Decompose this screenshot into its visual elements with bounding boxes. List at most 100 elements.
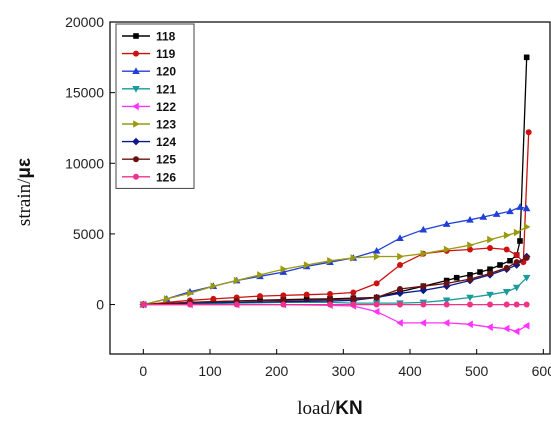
data-point-119 [525,129,532,136]
data-point-126 [280,301,287,308]
data-point-120 [396,234,404,241]
data-point-123 [420,249,428,258]
x-axis-title: load/KN [297,398,362,419]
series-line-123 [143,226,528,306]
data-point-118 [467,272,473,278]
data-point-123 [373,252,381,261]
data-point-125 [280,297,287,304]
legend-marker [132,102,139,111]
data-point-119 [513,252,520,259]
data-point-125 [523,254,530,261]
y-tick-label: 5000 [73,226,104,242]
data-point-121 [442,297,451,305]
legend-label: 118 [156,30,176,44]
data-point-126 [487,301,493,308]
data-point-120 [372,247,381,254]
series-120 [139,203,531,308]
data-point-126 [513,301,520,308]
data-point-126 [420,301,427,308]
plot-area: 0 100 200 300 400 500 600 0 5000 10000 15000 20000 [65,14,551,379]
data-point-121 [512,284,521,292]
data-point-123 [523,223,531,231]
data-point-125 [467,276,473,283]
legend-entry-124: 124 [122,135,176,149]
plot-frame [109,21,551,355]
legend-entry-126: 126 [122,170,176,184]
data-point-120 [466,215,474,223]
data-point-126 [233,301,240,308]
data-point-125 [503,264,510,271]
data-point-126 [503,301,510,308]
data-point-122 [372,307,380,316]
data-point-123 [350,254,358,262]
data-point-126 [327,301,333,308]
x-tick-label: 600 [532,363,551,379]
legend-entry-121: 121 [122,82,176,96]
x-tick-label: 500 [465,363,489,379]
data-point-126 [467,301,473,308]
series-118 [140,54,530,308]
data-point-126 [187,301,193,308]
data-point-123 [397,252,404,261]
data-point-123 [210,282,218,290]
data-point-126 [373,301,380,308]
legend-label: 124 [156,135,176,149]
legend-marker [133,173,139,180]
data-point-123 [513,228,521,237]
data-point-121 [522,274,531,282]
data-point-123 [327,256,334,265]
series-123 [140,223,531,309]
data-point-119 [280,292,287,299]
y-tick-label: 15000 [65,85,104,101]
data-point-122 [512,327,520,336]
data-point-123 [233,276,241,285]
data-point-121 [502,289,511,296]
legend-marker [133,156,139,163]
data-point-120 [419,225,428,233]
y-tick-label: 10000 [65,155,104,171]
data-point-118 [517,238,523,244]
data-point-126 [350,301,357,308]
data-point-125 [397,286,403,293]
data-point-123 [257,271,264,279]
data-point-123 [443,245,451,254]
data-point-120 [506,207,514,215]
legend-entry-118: 118 [122,30,176,44]
data-point-122 [466,320,473,329]
data-point-122 [522,321,530,330]
data-point-126 [523,301,530,308]
legend-entry-120: 120 [122,65,176,79]
legend-entry-125: 125 [122,153,176,167]
x-tick-label: 400 [398,363,422,379]
data-point-125 [443,280,450,287]
data-point-123 [487,235,494,244]
data-point-119 [503,246,510,253]
data-point-125 [350,295,357,302]
data-point-123 [503,231,511,240]
data-point-123 [163,295,171,303]
legend-marker [133,50,139,57]
data-point-125 [420,283,427,290]
series-line-118 [143,57,528,306]
y-tick-label: 20000 [65,14,104,30]
data-point-119 [350,289,357,296]
legend-marker [133,120,140,128]
legend-label: 121 [156,82,176,96]
y-tick-label: 0 [96,297,104,313]
data-point-123 [187,289,194,298]
data-point-123 [280,265,288,274]
data-point-122 [502,324,510,333]
data-point-118 [487,266,493,273]
legend-label: 126 [156,170,176,184]
data-point-118 [453,274,460,281]
data-point-120 [479,213,488,220]
data-point-122 [419,319,427,327]
data-point-120 [516,203,524,210]
data-point-122 [396,319,403,327]
data-point-126 [443,301,450,308]
legend-marker [132,86,140,93]
data-point-120 [522,204,531,212]
data-point-118 [477,269,483,275]
data-point-121 [486,291,494,299]
